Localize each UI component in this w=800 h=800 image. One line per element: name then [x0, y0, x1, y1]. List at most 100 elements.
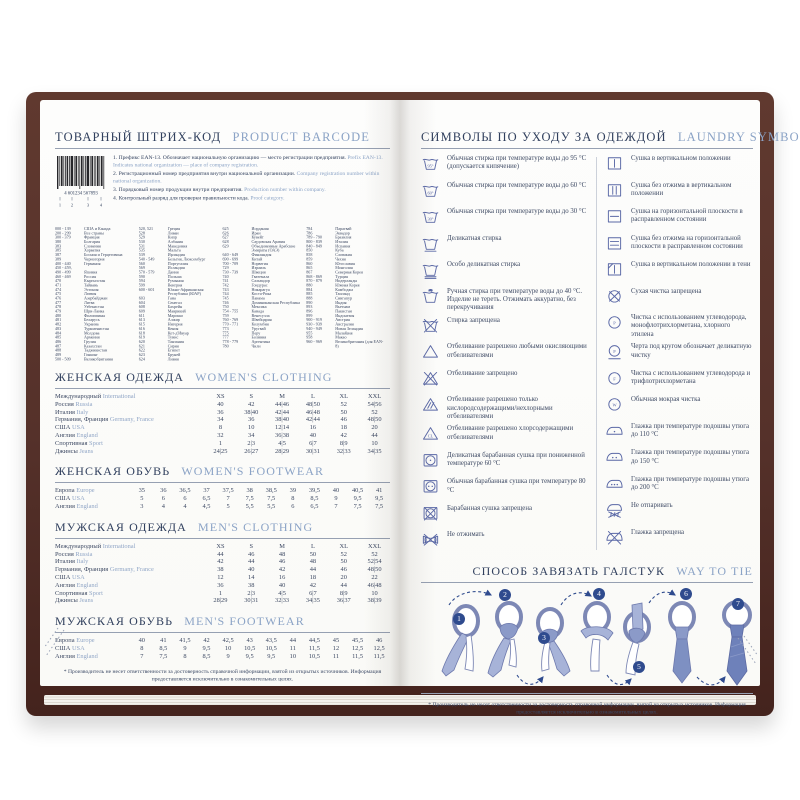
size-cell: 8	[140, 644, 144, 652]
size-cell: 9	[334, 495, 338, 503]
country-name: Испания	[335, 243, 351, 249]
size-cell: 9,5	[267, 652, 276, 660]
size-cell: 7	[140, 652, 144, 660]
country-name: Польша	[167, 274, 182, 279]
country-column: 000 - 139 США и Канада 200 - 299 Все страны…	[55, 227, 139, 361]
country-name: Япония	[84, 269, 98, 275]
size-cell: 8	[218, 424, 223, 432]
country-code: 750	[222, 304, 229, 310]
size-cell: 36|38	[275, 431, 290, 439]
title-ru: ЖЕНСКАЯ ОБУВЬ	[55, 464, 171, 479]
size-cell: 32	[217, 431, 224, 439]
country-code: 528	[138, 230, 145, 236]
size-cell: 5,5	[245, 502, 254, 510]
country-name: Италия	[335, 239, 349, 245]
country-name: Бразилия	[335, 235, 352, 240]
no-dry-clean-icon	[605, 288, 631, 311]
country-name: Кыргызстан	[84, 278, 106, 284]
country-name: Великобритания (для EAN-8)	[335, 339, 384, 349]
country-row: 760 - 769 Швейцария	[223, 318, 302, 322]
country-name: Тунис	[167, 335, 179, 340]
laundry-symbol-row: Сушка без отжима на горизонтальной плоск…	[605, 235, 753, 258]
row-values: 42 44 46 48 50 52|54	[205, 558, 390, 566]
laundry-symbol-row: Обычная барабанная сушка при температуре…	[421, 478, 591, 501]
country-name: Бахрейн	[167, 304, 183, 310]
country-code: 480	[55, 313, 62, 318]
row-label: Россия Russia	[55, 550, 93, 558]
country-name: Кипр	[167, 235, 177, 240]
country-name: Узбекистан	[84, 304, 104, 310]
country-row: 868 - 869 Турция	[306, 274, 385, 279]
size-cell: 46	[340, 566, 347, 574]
country-code: 777	[222, 335, 229, 340]
country-code: 540 - 549	[138, 256, 155, 262]
size-cell: L	[310, 542, 315, 550]
country-row: 741 Сальвадор	[223, 279, 302, 283]
country-name: Объединенные Арабские Эмираты (ОАЭ)	[251, 243, 296, 253]
size-cell: 34|35	[305, 597, 320, 605]
country-name: Казахстан	[84, 343, 102, 349]
country-name: Сальвадор	[251, 278, 270, 284]
size-cell: 52	[371, 408, 378, 416]
country-code: 888	[306, 296, 313, 301]
note-ru: 4. Контрольный разряд для проверки прави…	[113, 195, 249, 201]
country-row: 590 Польша	[139, 274, 218, 279]
size-cell: 9,5	[245, 652, 254, 660]
country-name: Литва	[84, 300, 95, 305]
country-name: Китай	[251, 256, 263, 262]
country-name: Португалия	[167, 261, 189, 266]
size-cell: 42	[309, 581, 317, 589]
country-name: Саудовская Аравия	[251, 239, 285, 245]
size-cell: 30|31	[305, 447, 320, 455]
size-cell: 40	[332, 487, 340, 495]
country-code: 482	[55, 322, 62, 327]
country-name: Доминиканская Республика	[251, 300, 300, 305]
country-code: 387	[55, 252, 62, 258]
country-row: 893 Вьетнам	[306, 305, 385, 309]
barcode-notes: 1. Префикс EAN-13. Обозначает национальн…	[113, 154, 390, 220]
country-name: Алжир	[167, 317, 180, 323]
country-code: 780	[222, 343, 229, 349]
size-cell: 42	[217, 558, 224, 566]
laundry-symbol-row: Не отжимать	[421, 531, 591, 554]
barcode-note: 2. Регистрационный номер предприятия вну…	[113, 170, 390, 185]
tie-instructions: 1 2 3 4 5 6 7	[421, 587, 753, 694]
size-cell: 38|40	[244, 408, 259, 416]
country-name: Молдова	[84, 330, 100, 336]
country-code: 900 - 919	[306, 317, 322, 323]
country-code: 471	[55, 282, 62, 288]
size-cell: 35	[138, 487, 145, 495]
country-name: Южная Корея	[335, 282, 360, 288]
country-row: 613 Алжир	[139, 318, 218, 322]
laundry-symbol-row: 60° Обычная стирка при температуре воды …	[421, 182, 591, 205]
barcode-block: 4 601234 567893 1 2 3 4	[55, 154, 390, 220]
row-values: 40 41 41,5 42 42,5 43 43,5 44 44,5 45 45,5 46	[131, 637, 390, 645]
laundry-symbol-row: Отбеливание запрещено	[421, 370, 591, 393]
barcode-digit-marker: 1	[59, 203, 61, 208]
size-cell: 22	[371, 573, 378, 581]
size-cell: 7,5	[267, 495, 276, 503]
tie-step-number: 6	[680, 587, 692, 600]
laundry-symbol-description: Чистка с использованием углеводорода и т…	[631, 369, 751, 386]
country-code: 385	[55, 248, 62, 253]
country-code: 930 - 939	[306, 322, 322, 327]
laundry-symbol-row: 95° Обычная стирка при температуре воды …	[421, 155, 591, 178]
size-cell: 34	[217, 416, 224, 424]
country-row: 482 Украина	[55, 322, 134, 327]
note-en: Prefix EAN-13. Indicates national organi…	[113, 154, 383, 169]
country-row: 608 Бахрейн	[139, 305, 218, 309]
row-values: XS S M L XL XXL	[205, 393, 390, 401]
dry-flat-icon	[605, 208, 631, 231]
country-name: Мальта	[167, 248, 181, 253]
size-cell: S	[249, 542, 254, 550]
country-row: 870 - 879 Нидерланды	[306, 279, 385, 283]
svg-text:30°: 30°	[427, 216, 433, 221]
barcode-note: 1. Префикс EAN-13. Обозначает национальн…	[113, 154, 390, 169]
country-row: 867 Северная Корея	[306, 270, 385, 274]
country-name: Швейцария	[251, 317, 272, 323]
row-label: Европа Europe	[55, 637, 95, 645]
laundry-symbol-row: W Обычная мокрая чистка	[605, 396, 753, 419]
mens-footwear-section: МУЖСКАЯ ОБУВЬ MEN'S FOOTWEAR Европа Euro…	[55, 614, 390, 660]
size-cell: 46	[375, 637, 383, 645]
laundry-symbol-row: Сушка на горизонтальной плоскости в расп…	[605, 208, 753, 231]
